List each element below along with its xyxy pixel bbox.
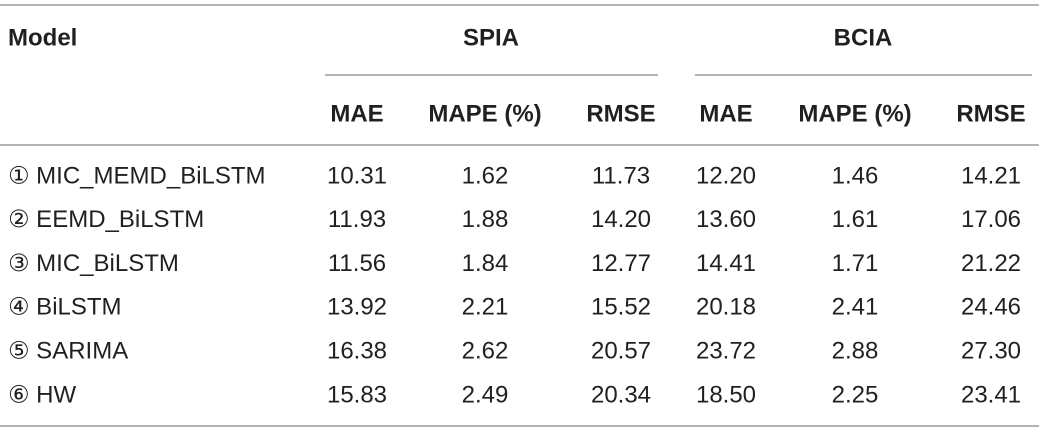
cell: 1.71	[832, 250, 879, 277]
cell: 2.25	[832, 381, 879, 408]
row-label: ⑥ HW	[8, 381, 77, 408]
cell: 2.21	[462, 294, 509, 321]
cell: 1.84	[462, 250, 509, 277]
cell: 1.46	[832, 162, 879, 189]
cell: 15.52	[591, 294, 651, 321]
cell: 13.60	[696, 206, 756, 233]
row-label: ④ BiLSTM	[8, 294, 122, 321]
header-cell: SPIA	[463, 24, 519, 51]
cell: 12.77	[591, 250, 651, 277]
subheader-cell: MAE	[699, 100, 752, 127]
cell: 15.83	[327, 381, 387, 408]
row-label: ⑤ SARIMA	[8, 338, 128, 365]
subheader-cell: MAE	[330, 100, 383, 127]
header-cell: BCIA	[834, 24, 893, 51]
subheader-cell: MAPE (%)	[798, 100, 911, 127]
cell: 11.56	[328, 250, 386, 277]
cell: 20.18	[696, 294, 756, 321]
cell: 23.41	[961, 381, 1021, 408]
cell: 2.62	[462, 338, 509, 365]
subheader-cell: MAPE (%)	[428, 100, 541, 127]
cell: 21.22	[961, 250, 1021, 277]
cell: 12.20	[696, 162, 756, 189]
header-cell: Model	[8, 24, 77, 51]
subheader-cell: RMSE	[956, 100, 1025, 127]
cell: 20.34	[591, 381, 651, 408]
cell: 1.88	[462, 206, 509, 233]
cell: 11.73	[592, 162, 650, 189]
cell: 14.20	[591, 206, 651, 233]
cell: 27.30	[961, 338, 1021, 365]
cell: 11.93	[328, 206, 386, 233]
cell: 10.31	[327, 162, 387, 189]
cell: 16.38	[327, 338, 387, 365]
subheader-cell: RMSE	[586, 100, 655, 127]
row-label: ③ MIC_BiLSTM	[8, 250, 179, 277]
cell: 14.41	[696, 250, 756, 277]
cell: 18.50	[696, 381, 756, 408]
cell: 17.06	[961, 206, 1021, 233]
row-label: ① MIC_MEMD_BiLSTM	[8, 162, 266, 189]
cell: 23.72	[696, 338, 756, 365]
cell: 2.88	[832, 338, 879, 365]
cell: 2.49	[462, 381, 509, 408]
cell: 24.46	[961, 294, 1021, 321]
cell: 1.61	[832, 206, 879, 233]
cell: 1.62	[462, 162, 509, 189]
row-label: ② EEMD_BiLSTM	[8, 206, 204, 233]
cell: 20.57	[591, 338, 651, 365]
cell: 2.41	[832, 294, 879, 321]
cell: 13.92	[327, 294, 387, 321]
cell: 14.21	[961, 162, 1021, 189]
